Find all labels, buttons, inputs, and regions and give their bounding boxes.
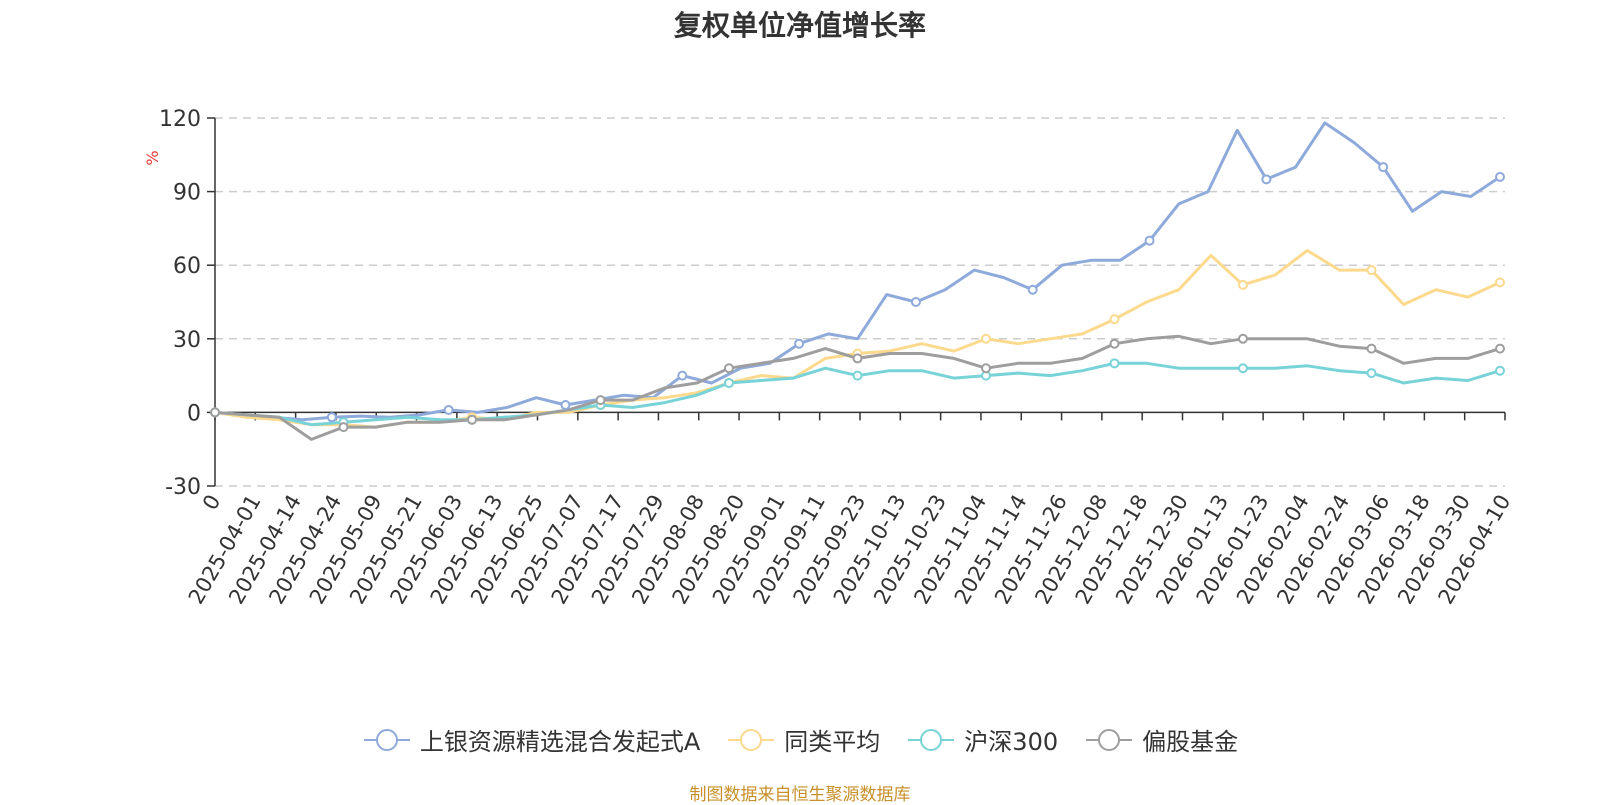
legend-label: 同类平均 [784, 728, 881, 756]
data-point [1366, 265, 1377, 276]
data-point [1238, 333, 1248, 344]
legend-item[interactable]: 偏股基金 [1084, 722, 1238, 757]
source-note: 制图数据来自恒生聚源数据库 [689, 785, 911, 805]
series-line-0 [214, 121, 1501, 422]
series-markers [210, 162, 1505, 433]
data-point [1109, 358, 1120, 369]
legend-item[interactable]: 同类平均 [726, 722, 880, 757]
legend-marker-icon [363, 728, 410, 751]
legend-label: 沪深300 [964, 728, 1059, 756]
legend-label: 上银资源精选混合发起式A [419, 728, 701, 756]
legend-item[interactable]: 沪深300 [906, 722, 1058, 757]
data-point [1109, 338, 1120, 349]
legend-marker-icon [1086, 728, 1133, 751]
data-point [1366, 343, 1377, 354]
data-point [326, 412, 337, 423]
y-tick-label: 90 [173, 181, 201, 206]
data-point [1109, 314, 1120, 325]
legend-label: 偏股基金 [1142, 728, 1239, 756]
data-point [210, 407, 220, 418]
data-point [677, 370, 688, 381]
data-point [1027, 284, 1038, 295]
y-axis-label: % [143, 150, 162, 165]
legend: 上银资源精选混合发起式A 同类平均 沪深300 偏股基金 [0, 722, 1600, 757]
data-point [910, 297, 921, 307]
axes: -300306090120%02025-04-012025-04-142025-… [143, 107, 1515, 608]
data-point [560, 400, 571, 411]
y-tick-label: 0 [187, 401, 201, 426]
chart-title: 复权单位净值增长率 [673, 9, 926, 42]
data-point [1495, 365, 1505, 376]
data-point [1261, 174, 1272, 185]
series-lines [214, 121, 1501, 441]
y-tick-label: 120 [159, 107, 201, 132]
grid-lines [215, 117, 1505, 487]
data-point [1378, 162, 1389, 173]
legend-item[interactable]: 上银资源精选混合发起式A [362, 722, 700, 757]
data-point [1366, 368, 1377, 379]
data-point [1238, 363, 1248, 374]
y-tick-label: 60 [173, 254, 201, 279]
y-tick-label: 30 [173, 328, 201, 353]
data-point [852, 370, 863, 381]
x-tick-label: 0 [198, 491, 225, 515]
data-point [338, 422, 349, 433]
data-point [794, 338, 805, 349]
data-point [1495, 343, 1505, 354]
legend-marker-icon [908, 728, 955, 751]
data-point [1144, 235, 1155, 246]
data-point [467, 414, 477, 425]
legend-marker-icon [728, 728, 775, 751]
data-point [981, 363, 991, 374]
data-point [1495, 277, 1505, 288]
data-point [981, 333, 991, 344]
data-point [1495, 171, 1505, 182]
data-point [724, 363, 734, 374]
data-point [1238, 279, 1248, 290]
data-point [443, 404, 454, 415]
data-point [852, 353, 863, 364]
data-point [724, 377, 734, 388]
data-point [595, 395, 606, 406]
y-tick-label: -30 [165, 475, 201, 500]
